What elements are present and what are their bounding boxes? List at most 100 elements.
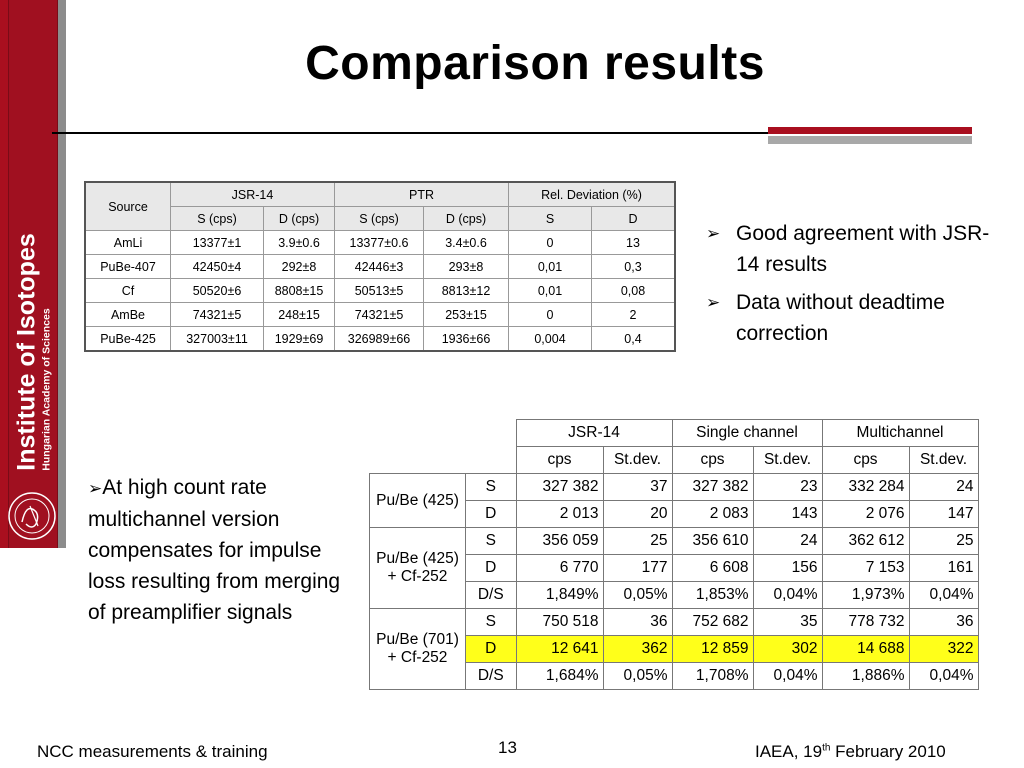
header-cell: Single channel <box>671 419 823 447</box>
table-cell: 0,05% <box>602 662 673 690</box>
table-cell: 25 <box>602 527 673 555</box>
side-banner: Institute of Isotopes Hungarian Academy … <box>0 0 66 548</box>
table-cell: AmLi <box>84 230 171 255</box>
table-cell: 74321±5 <box>334 302 424 327</box>
table-cell: 14 688 <box>821 635 910 663</box>
bullet-item: ➢ Good agreement with JSR-14 results <box>706 218 1006 280</box>
banner-text: Institute of Isotopes Hungarian Academy … <box>13 233 54 471</box>
table-cell: 362 <box>602 635 673 663</box>
table-cell: 177 <box>602 554 673 582</box>
table-cell: 13377±0.6 <box>334 230 424 255</box>
table-cell: 1,708% <box>671 662 754 690</box>
title-rule <box>52 132 768 134</box>
header-cell: JSR-14 <box>170 181 335 207</box>
table-cell: 1929±69 <box>263 326 335 352</box>
table-cell: PuBe-407 <box>84 254 171 279</box>
table-cell: 12 859 <box>671 635 754 663</box>
table-cell: 3.4±0.6 <box>423 230 509 255</box>
table-cell: 362 612 <box>821 527 910 555</box>
group-label: Pu/Be (425) <box>369 473 466 528</box>
header-cell: S <box>508 206 592 231</box>
footer-left: NCC measurements & training <box>37 742 268 761</box>
table-cell: 778 732 <box>821 608 910 636</box>
bullet-text: Data without deadtime correction <box>736 291 945 345</box>
table-cell: 356 059 <box>515 527 604 555</box>
blank-cell <box>466 420 517 447</box>
header-cell: JSR-14 <box>515 419 673 447</box>
header-cell: PTR <box>334 181 509 207</box>
table-cell: 13 <box>591 230 676 255</box>
table-cell: 0,05% <box>602 581 673 609</box>
table-cell: 326989±66 <box>334 326 424 352</box>
header-cell: Rel. Deviation (%) <box>508 181 676 207</box>
header-cell: St.dev. <box>602 446 673 474</box>
table-cell: 1,849% <box>515 581 604 609</box>
table-cell: AmBe <box>84 302 171 327</box>
table-cell: 42450±4 <box>170 254 264 279</box>
table-cell: 7 153 <box>821 554 910 582</box>
institute-logo-icon <box>8 492 56 540</box>
table-cell: 302 <box>752 635 823 663</box>
table-cell: 161 <box>908 554 979 582</box>
table-cell: 356 610 <box>671 527 754 555</box>
table-cell: 1,886% <box>821 662 910 690</box>
table-row: D 6 770 177 6 608 156 7 153 161 <box>370 554 979 582</box>
header-cell: cps <box>671 446 754 474</box>
table-row: AmLi 13377±1 3.9±0.6 13377±0.6 3.4±0.6 0… <box>84 230 676 255</box>
table-cell: 0,3 <box>591 254 676 279</box>
table-cell: 0 <box>508 302 592 327</box>
arrow-bullet-icon: ➢ <box>88 479 103 498</box>
left-bullet: ➢At high count rate multichannel version… <box>88 472 358 628</box>
table-cell: 327 382 <box>671 473 754 501</box>
table-cell: 0,4 <box>591 326 676 352</box>
table-cell: 0,04% <box>908 662 979 690</box>
table-cell: 0,04% <box>908 581 979 609</box>
table-cell: 8808±15 <box>263 278 335 303</box>
table-cell: 50513±5 <box>334 278 424 303</box>
header-cell: D (cps) <box>263 206 335 231</box>
table-cell: 0,01 <box>508 278 592 303</box>
table-cell: 24 <box>908 473 979 501</box>
table-cell: 35 <box>752 608 823 636</box>
header-cell: S (cps) <box>170 206 264 231</box>
table-cell: 1936±66 <box>423 326 509 352</box>
table-cell: 0,01 <box>508 254 592 279</box>
table-cell: 0,04% <box>752 662 823 690</box>
table-cell: PuBe-425 <box>84 326 171 352</box>
table-cell: S <box>465 527 517 555</box>
table-cell: 0,004 <box>508 326 592 352</box>
table-cell: 50520±6 <box>170 278 264 303</box>
table-cell: 0,04% <box>752 581 823 609</box>
table-cell: 0,08 <box>591 278 676 303</box>
table-cell: 752 682 <box>671 608 754 636</box>
table-cell: 6 770 <box>515 554 604 582</box>
table-subheader-row: S (cps) D (cps) S (cps) D (cps) S D <box>85 206 676 231</box>
table-cell: 327003±11 <box>170 326 264 352</box>
group-label: Pu/Be (425) + Cf-252 <box>369 527 466 609</box>
table-cell: D <box>465 554 517 582</box>
table-cell: D/S <box>465 662 517 690</box>
arrow-bullet-icon: ➢ <box>706 224 721 243</box>
header-cell: cps <box>515 446 604 474</box>
blank-cell <box>466 447 517 474</box>
table-cell: Cf <box>84 278 171 303</box>
page-number: 13 <box>498 738 517 757</box>
table-cell: 143 <box>752 500 823 528</box>
footer-right-sup: th <box>822 742 831 754</box>
table-cell: 1,684% <box>515 662 604 690</box>
table-cell: 156 <box>752 554 823 582</box>
institute-name: Institute of Isotopes <box>12 233 41 471</box>
table-cell: 147 <box>908 500 979 528</box>
channel-comparison-table: JSR-14 Single channel Multichannel cps S… <box>369 419 979 690</box>
decor-gray-bar <box>768 136 972 144</box>
table-subheader-row: cps St.dev. cps St.dev. cps St.dev. <box>370 446 979 474</box>
table-row: AmBe 74321±5 248±15 74321±5 253±15 0 2 <box>84 302 676 327</box>
table-cell: 36 <box>908 608 979 636</box>
table-cell: 253±15 <box>423 302 509 327</box>
table-cell: S <box>465 608 517 636</box>
left-bullet-text: At high count rate multichannel version … <box>88 476 341 624</box>
comparison-table: Source JSR-14 PTR Rel. Deviation (%) S (… <box>84 181 676 352</box>
header-cell: D <box>591 206 676 231</box>
highlighted-row: D 12 641 362 12 859 302 14 688 322 <box>370 635 979 663</box>
table-cell: 1,973% <box>821 581 910 609</box>
